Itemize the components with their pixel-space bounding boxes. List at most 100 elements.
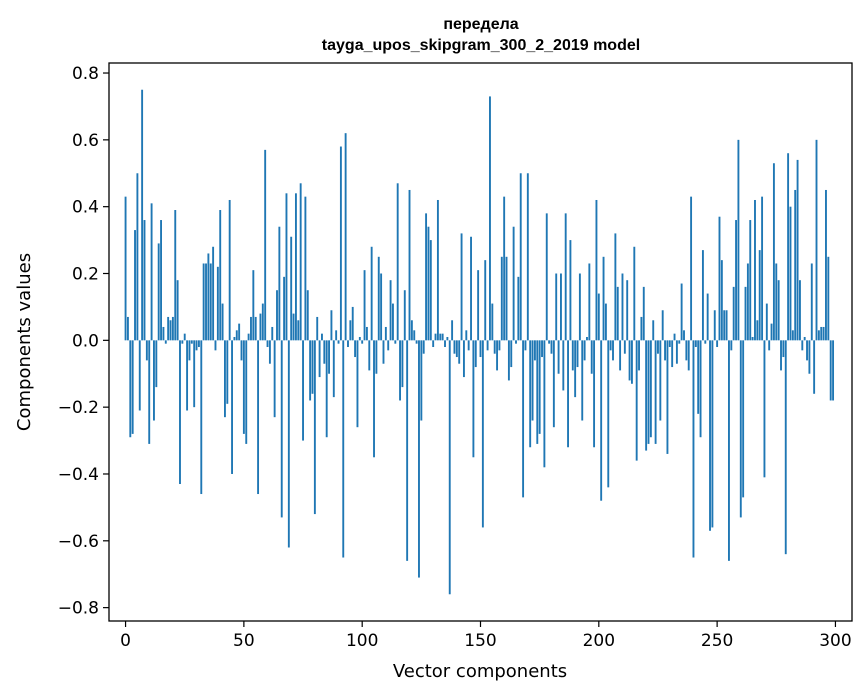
x-tick-label: 100 bbox=[346, 631, 378, 651]
y-tick-label: −0.4 bbox=[58, 465, 99, 485]
bar-component-215 bbox=[633, 246, 636, 341]
bar-component-128 bbox=[427, 226, 430, 341]
bar-component-27 bbox=[188, 340, 191, 361]
bar-component-182 bbox=[555, 273, 558, 341]
bar-component-283 bbox=[794, 189, 797, 341]
bar-component-96 bbox=[351, 306, 354, 341]
bar-component-11 bbox=[150, 203, 153, 341]
bar-component-190 bbox=[574, 340, 577, 398]
bar-component-159 bbox=[500, 256, 503, 341]
bar-component-23 bbox=[179, 340, 181, 485]
bar-component-276 bbox=[777, 280, 780, 341]
bar-component-137 bbox=[448, 340, 451, 595]
bar-component-105 bbox=[373, 340, 375, 458]
bar-component-237 bbox=[685, 340, 688, 361]
bar-component-6 bbox=[138, 340, 141, 411]
bar-component-111 bbox=[387, 340, 390, 351]
bar-component-272 bbox=[768, 340, 771, 351]
bar-component-61 bbox=[268, 340, 271, 364]
bar-component-296 bbox=[825, 189, 827, 341]
bar-component-114 bbox=[394, 340, 397, 344]
bar-component-51 bbox=[245, 340, 248, 444]
bar-component-26 bbox=[186, 340, 189, 411]
bar-component-107 bbox=[377, 256, 380, 341]
bar-component-263 bbox=[746, 263, 749, 341]
bar-component-170 bbox=[526, 173, 529, 341]
bar-component-161 bbox=[505, 256, 508, 341]
bar-component-163 bbox=[510, 340, 513, 368]
bar-component-90 bbox=[337, 340, 340, 344]
bar-component-117 bbox=[401, 340, 404, 388]
bar-component-245 bbox=[704, 340, 707, 344]
chart-title: передела bbox=[443, 16, 518, 33]
bar-component-33 bbox=[202, 263, 205, 341]
bar-component-274 bbox=[772, 163, 775, 341]
bar-component-214 bbox=[630, 340, 633, 384]
bar-component-216 bbox=[635, 340, 638, 461]
bar-component-177 bbox=[543, 340, 546, 468]
bar-component-18 bbox=[167, 316, 170, 341]
bar-component-84 bbox=[323, 340, 326, 364]
bar-component-198 bbox=[593, 340, 596, 448]
bar-component-86 bbox=[328, 340, 330, 374]
bar-component-187 bbox=[567, 340, 569, 448]
bar-component-143 bbox=[462, 340, 465, 378]
bar-component-255 bbox=[728, 340, 730, 561]
bar-component-30 bbox=[195, 340, 198, 351]
bar-component-91 bbox=[339, 146, 342, 341]
bar-component-7 bbox=[141, 89, 144, 341]
bar-component-110 bbox=[384, 326, 387, 341]
bar-component-299 bbox=[832, 340, 835, 401]
x-tick-label: 250 bbox=[701, 631, 733, 651]
bar-component-168 bbox=[522, 340, 525, 498]
bar-component-181 bbox=[552, 340, 555, 428]
bar-component-50 bbox=[242, 340, 245, 434]
bar-component-223 bbox=[652, 320, 655, 341]
y-tick-label: 0.6 bbox=[72, 131, 99, 151]
bar-component-10 bbox=[148, 340, 151, 444]
bar-component-116 bbox=[399, 340, 401, 401]
bar-component-246 bbox=[706, 293, 709, 341]
y-tick-label: −0.6 bbox=[58, 532, 99, 552]
bar-component-298 bbox=[829, 340, 832, 401]
bar-component-78 bbox=[309, 340, 312, 401]
bar-component-109 bbox=[382, 340, 385, 364]
bar-component-210 bbox=[621, 273, 624, 341]
y-tick-label: −0.2 bbox=[58, 398, 99, 418]
bar-component-206 bbox=[612, 340, 614, 361]
bar-component-196 bbox=[588, 263, 591, 341]
bar-component-218 bbox=[640, 316, 643, 341]
bar-component-45 bbox=[231, 340, 233, 474]
bar-component-191 bbox=[576, 340, 579, 368]
bar-component-207 bbox=[614, 233, 617, 341]
bar-component-269 bbox=[761, 196, 764, 341]
bar-component-129 bbox=[429, 240, 432, 341]
bar-component-66 bbox=[280, 340, 283, 518]
bar-component-52 bbox=[247, 333, 250, 341]
bar-component-280 bbox=[787, 153, 790, 341]
bar-component-31 bbox=[197, 340, 200, 348]
bar-component-120 bbox=[408, 189, 411, 341]
bar-component-219 bbox=[642, 286, 645, 341]
bar-component-288 bbox=[806, 340, 808, 361]
bar-component-152 bbox=[484, 260, 487, 341]
bar-component-249 bbox=[713, 310, 716, 341]
bar-component-53 bbox=[250, 316, 252, 341]
bar-component-222 bbox=[649, 340, 652, 438]
bar-component-29 bbox=[193, 340, 196, 408]
bar-component-226 bbox=[659, 340, 662, 421]
bar-component-49 bbox=[240, 340, 243, 361]
bar-component-131 bbox=[434, 333, 437, 341]
bar-component-235 bbox=[680, 283, 683, 341]
bar-component-279 bbox=[784, 340, 787, 555]
bar-component-13 bbox=[155, 340, 158, 388]
bar-component-74 bbox=[299, 183, 302, 341]
bar-component-135 bbox=[444, 340, 446, 348]
bar-component-127 bbox=[425, 213, 428, 341]
bar-component-22 bbox=[176, 280, 179, 341]
bar-component-112 bbox=[389, 280, 392, 341]
bar-component-281 bbox=[789, 206, 792, 341]
bar-component-239 bbox=[690, 196, 693, 341]
bar-component-40 bbox=[219, 210, 222, 341]
